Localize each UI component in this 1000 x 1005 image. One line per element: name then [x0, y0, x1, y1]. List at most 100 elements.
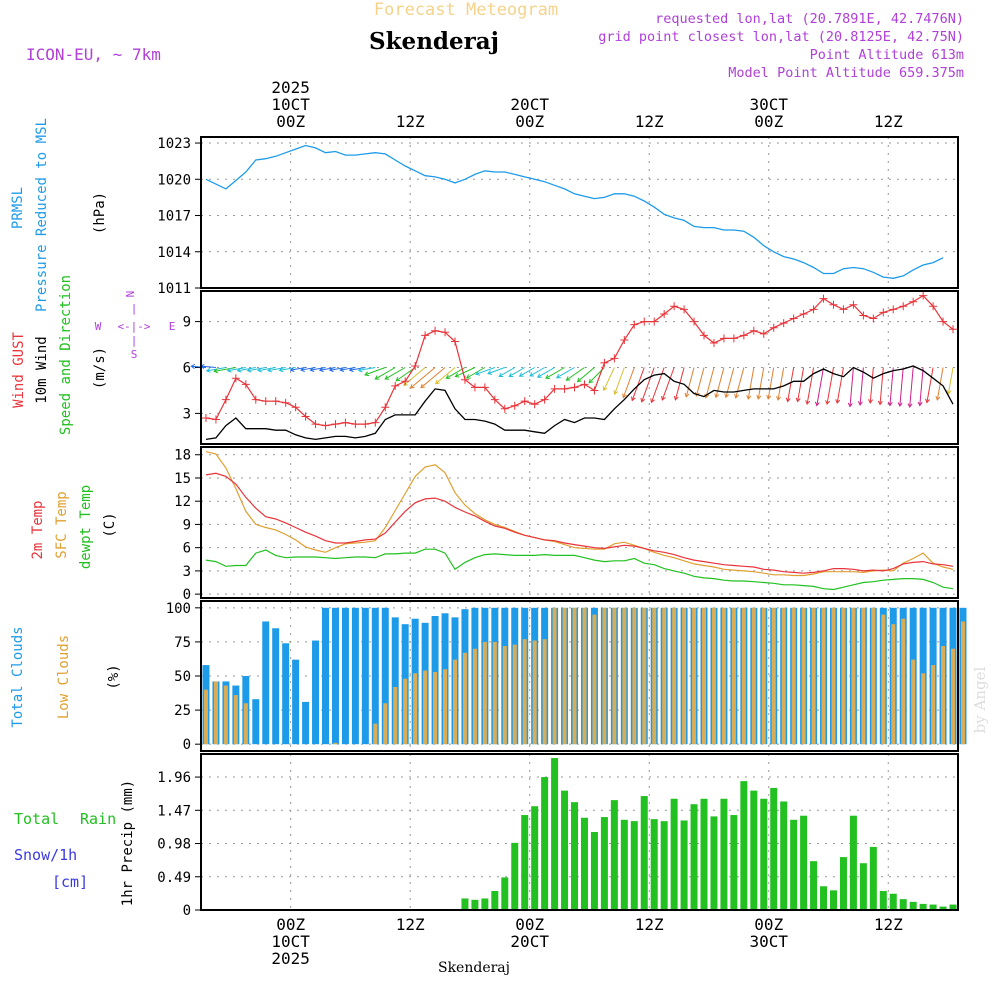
wind-arrowhead-17: [357, 367, 363, 373]
wind-side-labels: Wind GUST 10m Wind Speed and Direction (…: [11, 275, 175, 435]
wind-gust-marker-72: [919, 291, 928, 300]
top-time-label-4-0: 30CT: [749, 95, 788, 114]
wind-arrow-58: [777, 367, 785, 401]
wind-gust-marker-4: [241, 380, 250, 389]
low-cloud-bar-51: [711, 607, 716, 745]
footer-location: Skenderaj: [438, 960, 510, 976]
wind-arrowhead-33: [518, 372, 524, 377]
precip-bar-46: [660, 821, 668, 910]
wind-gust-marker-30: [500, 404, 509, 413]
low-cloud-bar-74: [941, 646, 946, 745]
clouds-ytick-label-4: 100: [166, 601, 191, 617]
wind-gust-marker-75: [949, 325, 958, 334]
low-cloud-bar-52: [721, 607, 726, 745]
low-cloud-bar-17: [373, 723, 378, 745]
wind-arrowhead-58: [776, 396, 781, 401]
wind-arrowhead-0: [190, 364, 196, 369]
top-time-label-2-0: 20CT: [510, 95, 549, 114]
low-clouds-label: Low Clouds: [56, 635, 72, 719]
wind-arrowhead-6: [246, 367, 252, 373]
precip-bar-53: [730, 815, 738, 910]
total-cloud-bar-7: [272, 628, 280, 745]
precip-bar-26: [461, 898, 469, 910]
low-cloud-bar-25: [452, 659, 457, 745]
wind-arrowhead-24: [420, 383, 426, 389]
requested-coords: requested lon,lat (20.7891E, 42.7476N): [655, 11, 964, 27]
wind-arrowhead-38: [565, 376, 571, 381]
point-altitude: Point Altitude 613m: [810, 47, 964, 63]
precip-unit: 1hr Precip (mm): [120, 780, 136, 906]
wind-arrowhead-69: [887, 401, 893, 407]
wind-arrow-52: [715, 367, 725, 398]
precip-bar-52: [720, 798, 728, 910]
wind-arrow-20: [384, 367, 406, 380]
wind-panel: 3 6 9: [183, 291, 958, 444]
total-cloud-bar-5: [252, 699, 260, 745]
precip-bar-69: [889, 893, 897, 910]
low-cloud-bar-33: [532, 640, 537, 745]
wind-arrowhead-63: [825, 400, 831, 406]
wind-gust-marker-34: [540, 395, 549, 404]
wind-arrow-28: [466, 367, 486, 379]
wind-gust-marker-49: [690, 317, 699, 326]
wind-arrowhead-12: [309, 367, 315, 373]
low-cloud-bar-73: [931, 665, 936, 745]
low-cloud-bar-76: [960, 621, 965, 745]
wind-gust-marker-15: [351, 420, 360, 429]
wind-arrowhead-55: [746, 395, 752, 400]
pressure-border: [200, 136, 959, 289]
wind-arrowhead-53: [724, 393, 730, 399]
low-cloud-bar-47: [672, 607, 677, 745]
wind-arrow-55: [747, 367, 755, 400]
wind-arrowhead-35: [536, 373, 542, 378]
total-cloud-bar-15: [351, 607, 359, 745]
total-cloud-bar-6: [262, 621, 270, 745]
wind-arrowhead-70: [897, 402, 903, 407]
precip-bar-63: [829, 890, 837, 910]
low-cloud-bar-19: [393, 686, 398, 745]
low-cloud-bar-72: [921, 673, 926, 745]
wind-arrow-42: [614, 367, 625, 395]
precip-bar-68: [879, 891, 887, 910]
wind-arrowhead-40: [588, 378, 594, 384]
wind-arrowhead-39: [576, 377, 582, 383]
meteogram-title: Forecast Meteogram: [374, 0, 558, 20]
low-cloud-bar-3: [233, 695, 238, 745]
wind-arrow-50: [695, 367, 705, 396]
pressure-ytick-label-1: 1014: [157, 245, 191, 261]
wind-arrow-3: [214, 367, 236, 372]
precip-bar-33: [531, 806, 539, 910]
precip-bar-42: [620, 819, 628, 910]
precip-bar-45: [650, 819, 658, 910]
precipitation-ytick-label-4: 1.96: [157, 770, 191, 786]
wind-unit: (m/s): [92, 347, 108, 389]
wind-arrowhead-41: [602, 386, 608, 392]
precip-bar-71: [909, 901, 917, 910]
bottom-time-label-2-0: 00Z: [515, 915, 544, 934]
wind-gust-marker-7: [271, 397, 280, 406]
precip-bar-61: [810, 861, 818, 910]
wind-arrowhead-68: [877, 400, 883, 406]
wind-gust-marker-20: [401, 377, 410, 386]
low-cloud-bar-50: [702, 607, 707, 745]
total-cloud-bar-10: [302, 701, 310, 745]
precip-bar-47: [670, 798, 678, 910]
clouds-ytick-label-0: 0: [183, 737, 191, 753]
bottom-time-label-4-1: 30CT: [749, 932, 788, 951]
low-cloud-bar-62: [821, 607, 826, 745]
low-cloud-bar-21: [413, 673, 418, 745]
precip-bar-41: [610, 800, 618, 910]
clouds-panel: 0 25 50 75 100: [166, 601, 967, 753]
temperature-ytick-label-2: 6: [183, 541, 191, 557]
compass-ns-bar-bottom: |: [131, 334, 138, 347]
low-cloud-bar-22: [423, 670, 428, 745]
low-cloud-bar-26: [462, 652, 467, 745]
pressure-line: [205, 144, 944, 279]
low-cloud-bar-45: [652, 607, 657, 745]
low-cloud-bar-68: [881, 614, 886, 745]
precip-bar-31: [511, 842, 519, 910]
wind-gust-marker-53: [729, 334, 738, 343]
wind-gust-marker-18: [381, 403, 390, 412]
wind-gust-marker-33: [530, 400, 539, 409]
wind-arrowhead-44: [631, 396, 636, 402]
